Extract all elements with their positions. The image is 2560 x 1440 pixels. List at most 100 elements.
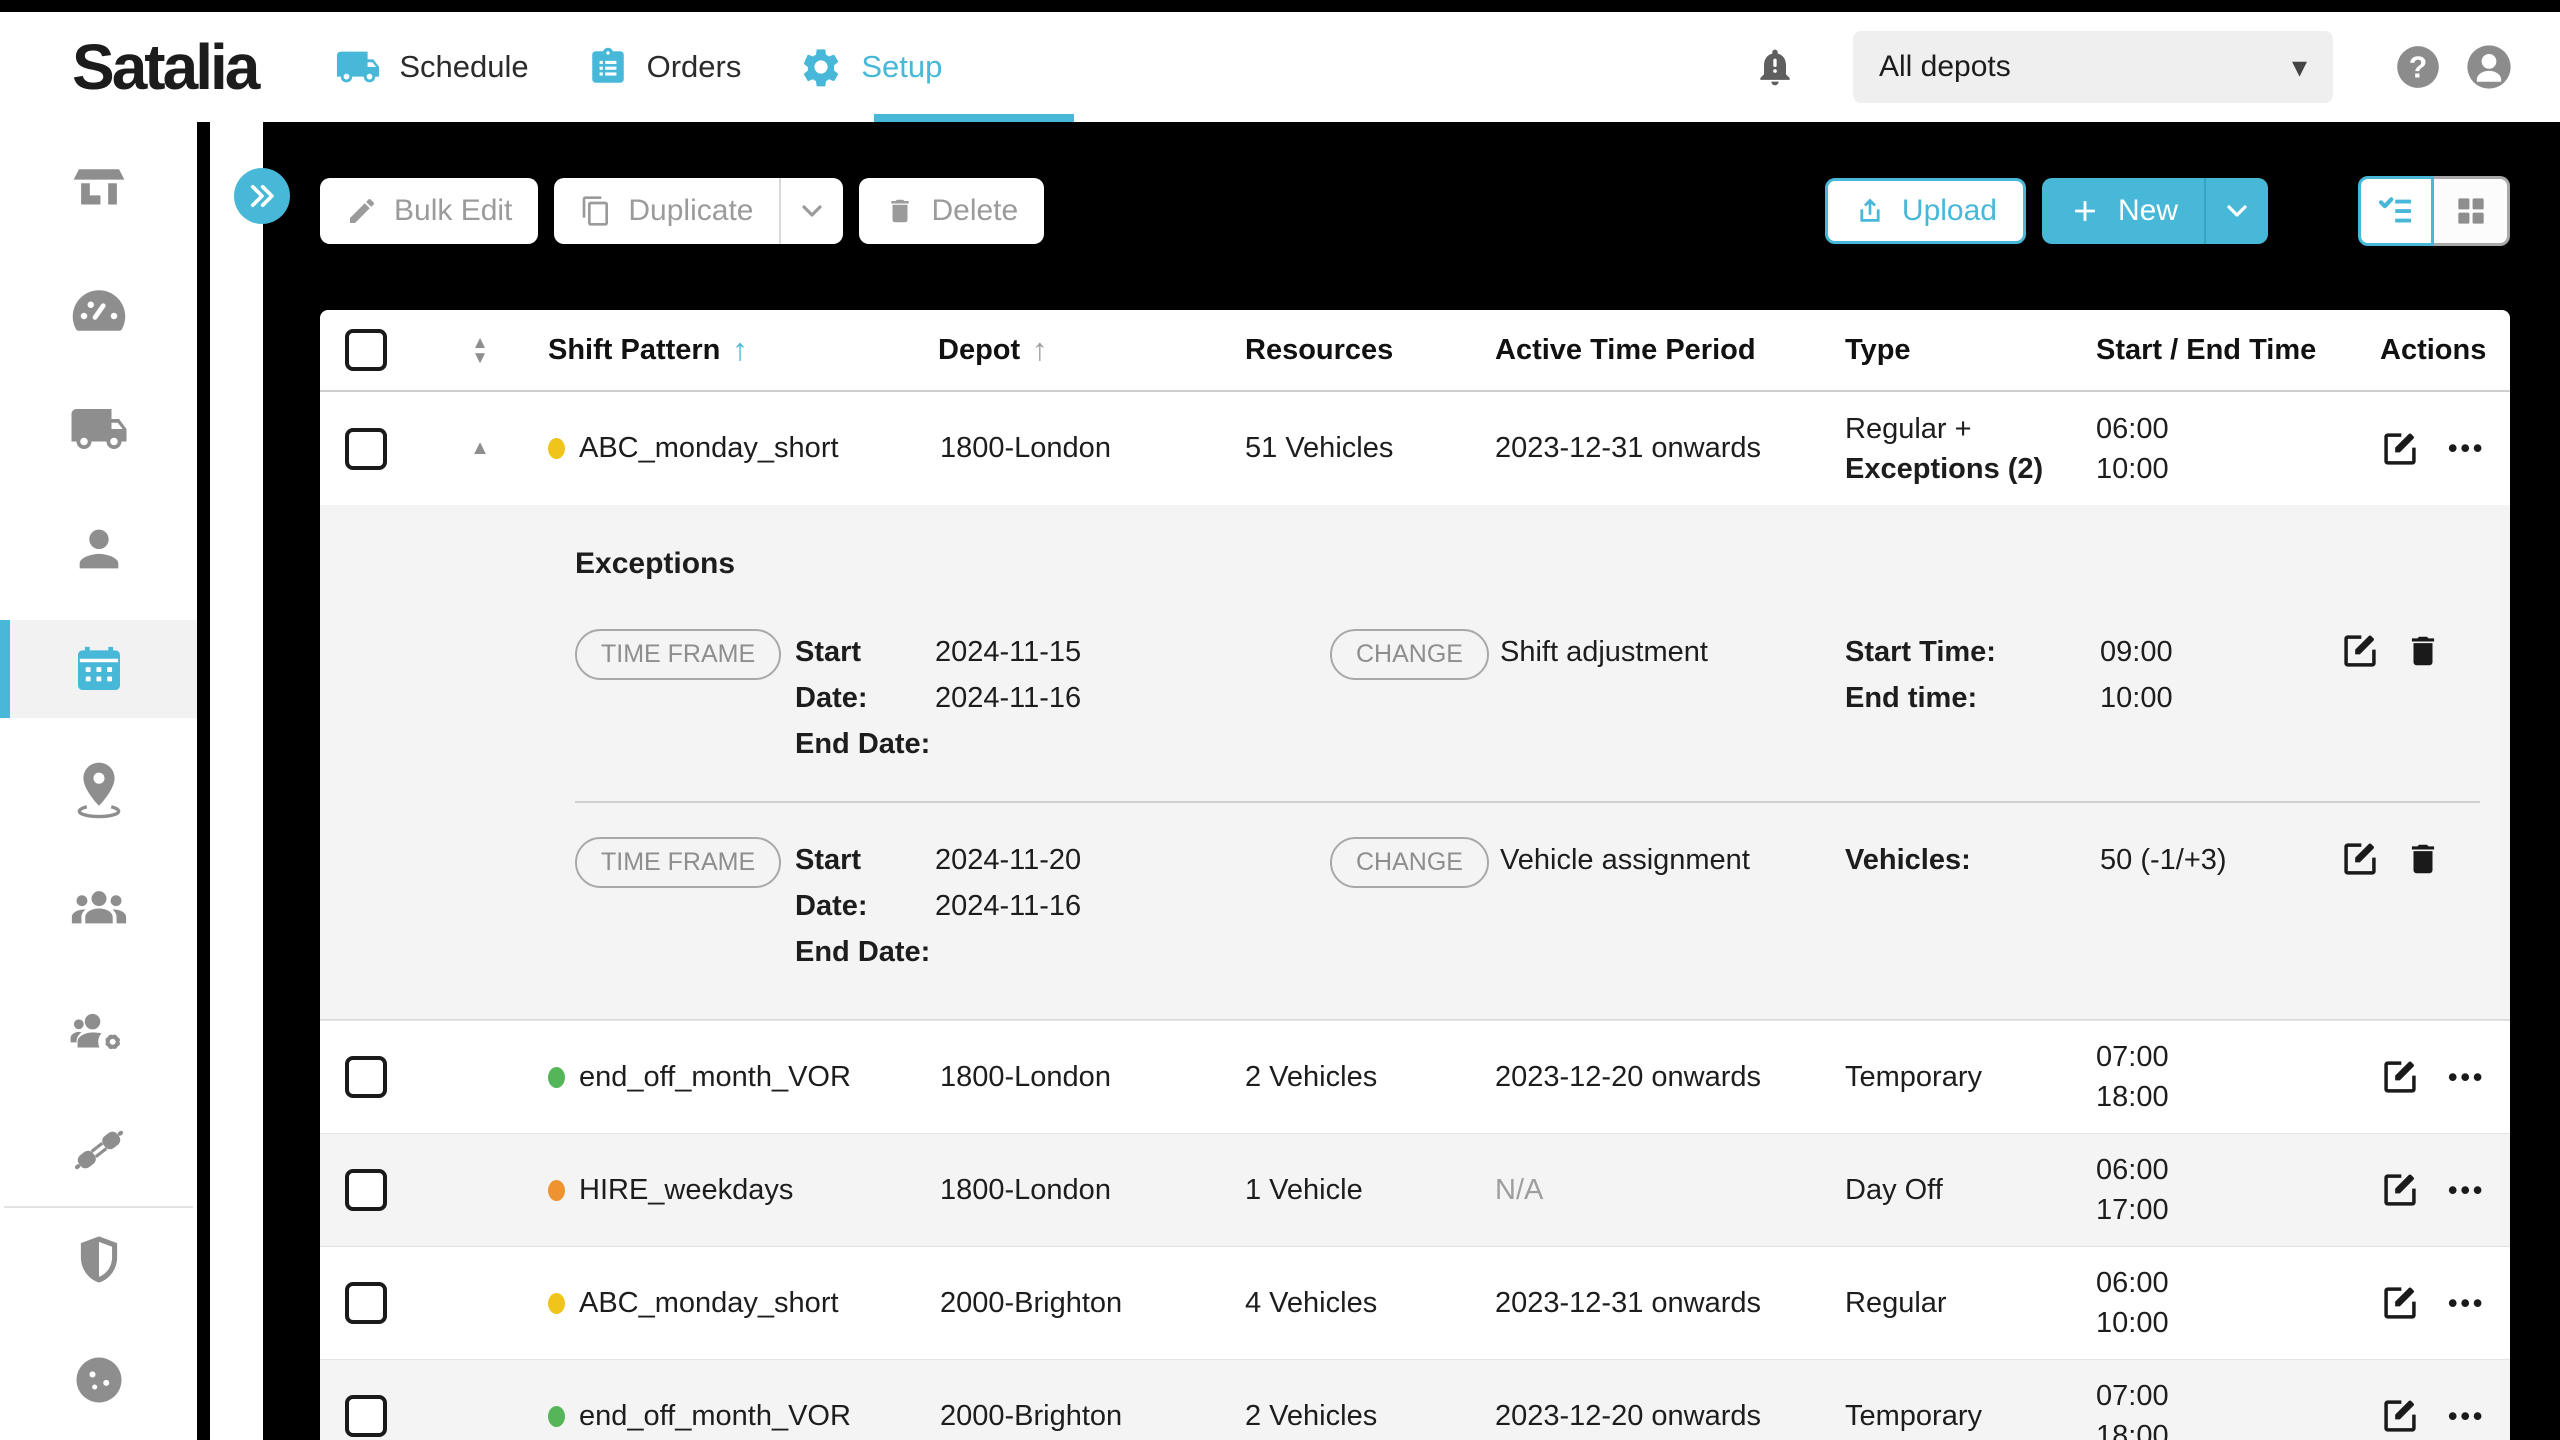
column-header-type[interactable]: Type — [1840, 330, 2080, 370]
table-row[interactable]: HIRE_weekdays 1800-London 1 Vehicle N/A … — [320, 1133, 2510, 1246]
truck-icon — [335, 44, 381, 90]
expand-sort-control[interactable]: ▲ ▼ — [471, 334, 489, 367]
storefront-icon — [70, 162, 128, 220]
start-date-value: 2024-11-15 — [935, 636, 1082, 668]
collapse-row-button[interactable]: ▲ — [470, 437, 490, 459]
column-header-active-time-period[interactable]: Active Time Period — [1490, 334, 1840, 367]
avatar-icon[interactable] — [2463, 41, 2515, 93]
nav-tabs: Schedule Orders Setup — [335, 44, 942, 90]
edit-icon[interactable] — [2380, 1283, 2420, 1323]
people-gear-icon — [68, 1001, 130, 1063]
delete-button[interactable]: Delete — [859, 178, 1045, 244]
tab-orders[interactable]: Orders — [587, 46, 741, 88]
app-logo: Satalia — [72, 31, 260, 103]
duplicate-dropdown-button[interactable] — [779, 178, 844, 244]
column-header-depot[interactable]: Depot ↑ — [930, 332, 1240, 368]
table-row[interactable]: ▲ ABC_monday_short 1800-London 51 Vehicl… — [320, 392, 2510, 505]
sidebar-item-security[interactable] — [0, 1212, 197, 1310]
more-actions-icon[interactable]: ••• — [2448, 433, 2486, 463]
select-all-checkbox[interactable] — [345, 329, 387, 371]
sidebar-item-locations[interactable] — [0, 740, 197, 838]
sidebar-item-shift-patterns[interactable] — [0, 620, 197, 718]
trash-icon[interactable] — [2404, 632, 2442, 670]
start-time: 06:00 — [2096, 412, 2169, 445]
edit-icon[interactable] — [2340, 839, 2380, 879]
sidebar-item-drivers[interactable] — [0, 500, 197, 598]
resources-cell: 1 Vehicle — [1245, 1173, 1363, 1206]
bulk-edit-button[interactable]: Bulk Edit — [320, 178, 539, 244]
actions-header-label: Actions — [2380, 333, 2487, 366]
depot-selector[interactable]: All depots ▾ — [1853, 31, 2333, 103]
edit-icon[interactable] — [2380, 1057, 2420, 1097]
row-checkbox[interactable] — [345, 427, 387, 470]
list-view-toggle[interactable] — [2358, 176, 2434, 246]
duplicate-button[interactable]: Duplicate — [554, 178, 780, 244]
sidebar-item-integrations[interactable] — [0, 1101, 197, 1199]
window-top-strip — [0, 0, 2560, 12]
sidebar-item-dashboard[interactable] — [0, 260, 197, 358]
type-cell: Day Off — [1845, 1174, 1943, 1206]
type-cell: Temporary — [1845, 1061, 1982, 1093]
help-icon[interactable] — [2393, 42, 2443, 92]
edit-icon[interactable] — [2380, 1170, 2420, 1210]
column-header-shift-pattern[interactable]: Shift Pattern ↑ — [535, 332, 930, 368]
more-actions-icon[interactable]: ••• — [2448, 1061, 2486, 1092]
end-date-value: 2024-11-16 — [935, 890, 1082, 922]
grid-view-toggle[interactable] — [2434, 176, 2510, 246]
tab-setup[interactable]: Setup — [799, 45, 942, 89]
sort-arrow-icon: ↑ — [732, 332, 748, 367]
row-checkbox[interactable] — [345, 1395, 387, 1437]
sidebar-item-vehicles[interactable] — [0, 380, 197, 478]
field2-label: End time: — [1845, 682, 1978, 714]
trash-icon[interactable] — [2404, 840, 2442, 878]
edit-icon[interactable] — [2380, 1396, 2420, 1436]
row-checkbox[interactable] — [345, 1169, 387, 1211]
new-button[interactable]: New — [2041, 178, 2204, 244]
icon-sidebar — [0, 122, 197, 1440]
more-actions-icon[interactable]: ••• — [2448, 1287, 2486, 1318]
table-row[interactable]: ABC_monday_short 2000-Brighton 4 Vehicle… — [320, 1246, 2510, 1359]
sidebar-expand-button[interactable] — [234, 168, 290, 224]
more-actions-icon[interactable]: ••• — [2448, 1400, 2486, 1431]
start-end-time-header-label: Start / End Time — [2096, 333, 2317, 366]
row-checkbox[interactable] — [345, 1056, 387, 1098]
table-row[interactable]: end_off_month_VOR 2000-Brighton 2 Vehicl… — [320, 1359, 2510, 1440]
exceptions-title: Exceptions — [575, 547, 736, 580]
sidebar-item-user-management[interactable] — [0, 983, 197, 1081]
sidebar-item-depots[interactable] — [0, 142, 197, 240]
edit-icon[interactable] — [2340, 631, 2380, 671]
sidebar-item-privacy[interactable] — [0, 1331, 197, 1429]
column-header-start-end-time[interactable]: Start / End Time — [2080, 334, 2360, 367]
start-date-label: Start Date: — [795, 636, 868, 714]
field1-label: Vehicles: — [1845, 844, 1971, 876]
end-time: 17:00 — [2096, 1194, 2169, 1226]
more-actions-icon[interactable]: ••• — [2448, 1174, 2486, 1205]
time-frame-badge: TIME FRAME — [575, 837, 782, 888]
depot-cell: 1800-London — [940, 1173, 1111, 1206]
top-nav: Satalia Schedule Orders Setup All depots… — [0, 12, 2560, 122]
nav-right-cluster: All depots ▾ — [1753, 31, 2515, 103]
row-checkbox[interactable] — [345, 1282, 387, 1324]
resources-cell: 4 Vehicles — [1245, 1286, 1378, 1319]
start-time: 06:00 — [2096, 1154, 2169, 1186]
field1-label: Start Time: — [1845, 636, 1996, 668]
notification-bell-icon[interactable] — [1753, 45, 1797, 89]
people-group-icon — [68, 879, 130, 941]
resources-cell: 2 Vehicles — [1245, 1060, 1378, 1093]
tab-schedule[interactable]: Schedule — [335, 44, 529, 90]
new-dropdown-button[interactable] — [2204, 178, 2268, 244]
type-line2: Exceptions (2) — [1845, 452, 2044, 485]
table-row[interactable]: end_off_month_VOR 1800-London 2 Vehicles… — [320, 1020, 2510, 1133]
upload-button[interactable]: Upload — [1824, 178, 2026, 244]
sidebar-item-teams[interactable] — [0, 861, 197, 959]
sort-down-icon: ▼ — [471, 348, 489, 367]
active-time-period-header-label: Active Time Period — [1495, 333, 1756, 366]
toolbar: Bulk Edit Duplicate Delete Upload New — [320, 176, 2510, 246]
column-header-resources[interactable]: Resources — [1240, 334, 1490, 367]
edit-icon[interactable] — [2380, 429, 2420, 469]
field2-value: 10:00 — [2100, 682, 2173, 714]
depot-cell: 1800-London — [940, 432, 1111, 464]
end-time: 10:00 — [2096, 1307, 2169, 1339]
status-dot — [548, 1179, 565, 1201]
checklist-icon — [2376, 191, 2416, 231]
